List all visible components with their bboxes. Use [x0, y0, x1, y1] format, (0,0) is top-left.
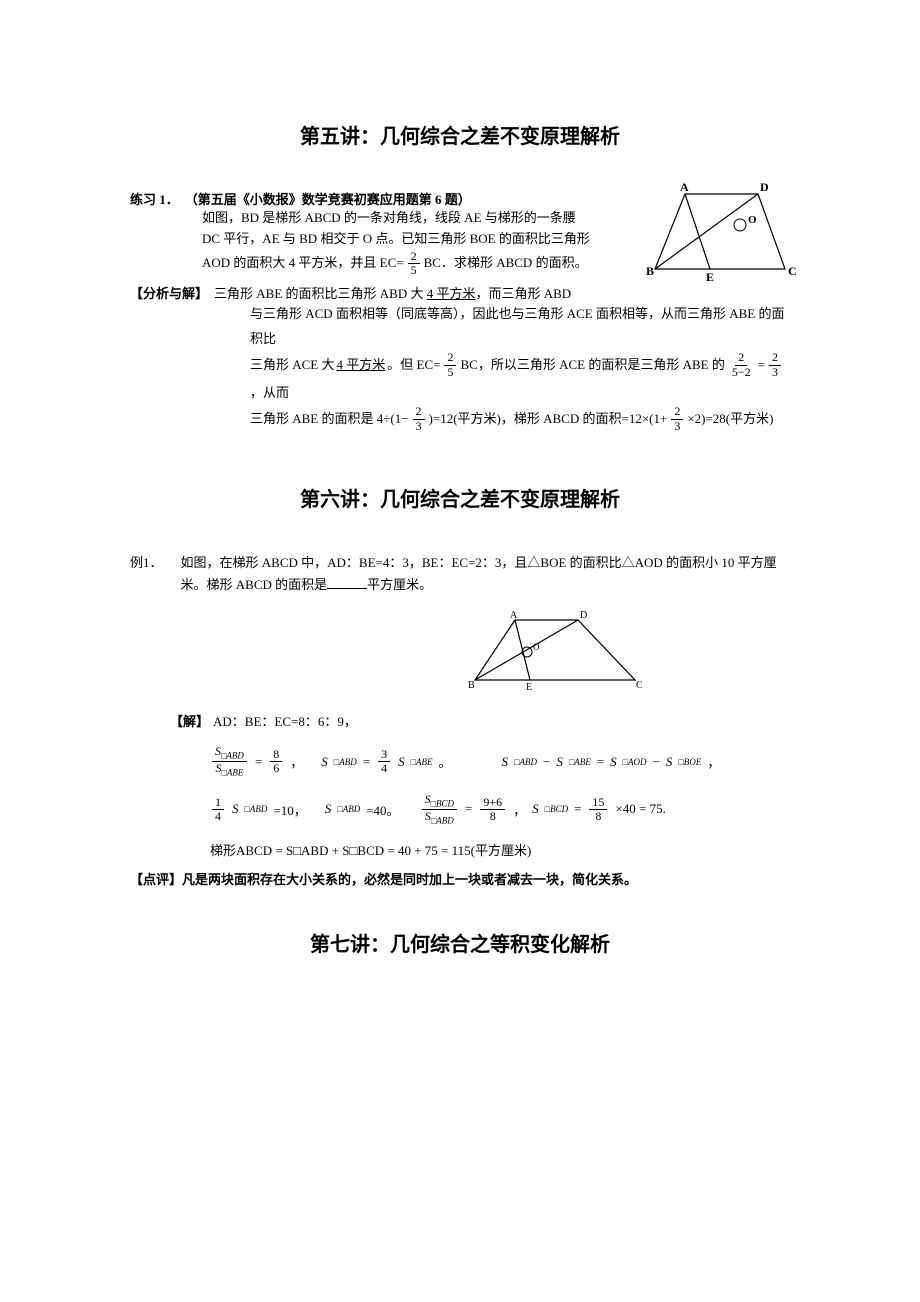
frac-8-6: 8 6: [270, 748, 282, 775]
label-B: B: [646, 264, 654, 278]
frac-96-8: 9+6 8: [480, 796, 505, 823]
d6-O: O: [533, 642, 540, 652]
frac-1-4: 1 4: [212, 796, 224, 823]
d6-B: B: [468, 680, 475, 691]
section7-title: 第七讲：几何综合之等积变化解析: [130, 928, 790, 957]
frac-2-3: 2 3: [769, 351, 781, 378]
ex-line3b: BC．求梯形 ABCD 的面积。: [424, 253, 588, 274]
example1-head: 例1． 如图，在梯形 ABCD 中，AD：BE=4：3，BE：EC=2：3，且△…: [130, 552, 790, 596]
d6-E: E: [526, 682, 532, 693]
ex6-line2b: 平方厘米。: [367, 577, 432, 592]
ex6-line2a: 米。梯形 ABCD 的面积是: [181, 577, 328, 592]
label-O: O: [748, 214, 757, 226]
math-row-3: 梯形ABCD = S□ABD + S□BCD = 40 + 75 = 115(平…: [210, 840, 790, 859]
label-C: C: [788, 264, 797, 278]
blank-answer: [327, 575, 367, 589]
frac-3-4: 3 4: [378, 748, 390, 775]
an-l2: 与三角形 ACD 面积相等（同底等高），因此也与三角形 ACE 面积相等，从而三…: [250, 302, 790, 351]
frac-15-8: 15 8: [589, 796, 607, 823]
comment-label: 【点评】: [130, 872, 182, 887]
math-row-2: 1 4 S□ABD =10， S□ABD =40。 S□BCD S□ABD = …: [210, 793, 790, 827]
label-A: A: [680, 180, 689, 194]
solution-block: 【解】 AD：BE：EC=8：6：9，: [130, 711, 790, 731]
an-l3: 三角形 ACE 大 4 平方米。但 EC= 2 5 BC，所以三角形 ACE 的…: [250, 351, 790, 405]
diagram-6: A D B C E O: [130, 608, 790, 703]
frac-2-5-b: 2 5: [444, 351, 456, 378]
frac-2-5m2: 2 5−2: [729, 351, 754, 378]
ex6-line1: 如图，在梯形 ABCD 中，AD：BE=4：3，BE：EC=2：3，且△BOE …: [181, 555, 777, 570]
section6-title: 第六讲：几何综合之差不变原理解析: [130, 483, 790, 512]
d6-C: C: [636, 680, 643, 691]
analysis-first: 三角形 ABE 的面积比三角形 ABD 大 4 平方米，而三角形 ABD: [214, 283, 571, 302]
exercise-label: 练习 1．: [130, 189, 179, 208]
frac-2-3c: 2 3: [671, 405, 683, 432]
d6-A: A: [510, 610, 518, 621]
d6-D: D: [580, 610, 587, 621]
comment-body: 凡是两块面积存在大小关系的，必然是同时加上一块或者减去一块，简化关系。: [182, 872, 637, 887]
document-page: 第五讲：几何综合之差不变原理解析 A D B C E O 练习 1． （第五届《…: [0, 0, 920, 1097]
an-l4: 三角形 ABE 的面积是 4÷(1− 2 3 )=12(平方米)，梯形 ABCD…: [250, 405, 790, 432]
frac-SABD-SABE: S□ABD S□ABE: [212, 745, 247, 779]
sol-label: 【解】: [170, 714, 209, 729]
section5-title: 第五讲：几何综合之差不变原理解析: [130, 120, 790, 149]
analysis-label: 【分析与解】: [130, 283, 208, 302]
frac-SBCD-SABD: S□BCD S□ABD: [422, 793, 457, 827]
diagram-5: A D B C E O: [640, 179, 800, 294]
exercise-title: （第五届《小数报》数学竞赛初赛应用题第 6 题）: [185, 189, 471, 208]
frac-2-5: 2 5: [408, 250, 420, 277]
ex-line3a: AOD 的面积大 4 平方米，并且 EC=: [202, 253, 404, 274]
comment-row: 【点评】凡是两块面积存在大小关系的，必然是同时加上一块或者减去一块，简化关系。: [130, 869, 790, 888]
label-D: D: [760, 180, 769, 194]
ex6-body: 如图，在梯形 ABCD 中，AD：BE=4：3，BE：EC=2：3，且△BOE …: [181, 552, 790, 596]
math-row-1: S□ABD S□ABE = 8 6 ， S□ABD = 3 4 S□ABE 。 …: [210, 745, 790, 779]
analysis-body: 与三角形 ACD 面积相等（同底等高），因此也与三角形 ACE 面积相等，从而三…: [250, 302, 790, 433]
sol-text1: AD：BE：EC=8：6：9，: [213, 714, 357, 729]
label-E: E: [706, 270, 714, 284]
frac-2-3b: 2 3: [413, 405, 425, 432]
section5-block: A D B C E O 练习 1． （第五届《小数报》数学竞赛初赛应用题第 6 …: [130, 189, 790, 433]
ex6-label: 例1．: [130, 552, 163, 571]
